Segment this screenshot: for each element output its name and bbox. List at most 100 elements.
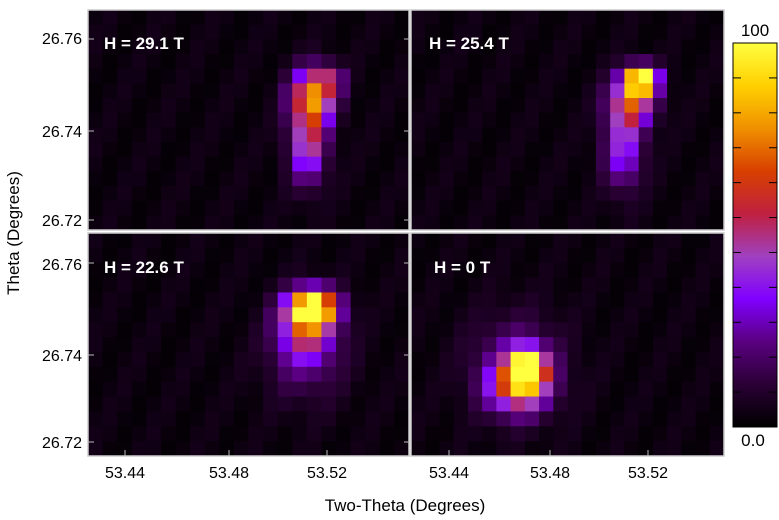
heatmap-cell	[581, 411, 597, 427]
heatmap-cell	[496, 24, 512, 40]
heatmap-cell	[681, 54, 697, 70]
heatmap-cell	[190, 127, 206, 143]
heatmap-cell	[667, 366, 682, 383]
heatmap-cell	[263, 39, 279, 55]
heatmap-cell	[667, 381, 682, 398]
heatmap-cell	[624, 98, 640, 114]
heatmap-cell	[175, 127, 191, 143]
heatmap-cell	[160, 39, 177, 55]
heatmap-cell	[219, 351, 235, 368]
heatmap-cell	[190, 411, 206, 427]
heatmap-cell	[233, 381, 250, 398]
heatmap-cell	[667, 54, 682, 70]
heatmap-cell	[610, 277, 626, 294]
heatmap-cell	[567, 215, 583, 230]
heatmap-cell	[350, 10, 366, 26]
heatmap-cell	[394, 396, 409, 412]
heatmap-cell	[439, 215, 455, 230]
heatmap-cell	[248, 337, 264, 353]
heatmap-cell	[102, 98, 118, 114]
heatmap-cell	[394, 142, 409, 158]
heatmap-cell	[567, 98, 583, 114]
heatmap-cell	[453, 351, 469, 368]
heatmap-cell	[482, 112, 497, 128]
heatmap-cell	[553, 307, 569, 323]
heatmap-cell	[453, 411, 469, 427]
heatmap-cell	[365, 83, 381, 99]
heatmap-cell	[219, 98, 235, 114]
heatmap-cell	[510, 39, 526, 55]
heatmap-cell	[277, 307, 293, 323]
heatmap-cell	[88, 307, 104, 323]
heatmap-cell	[248, 10, 264, 26]
heatmap-cell	[379, 262, 396, 279]
heatmap-cell	[567, 396, 583, 412]
heatmap-cell	[624, 292, 640, 308]
heatmap-cell	[350, 83, 366, 99]
heatmap-cell	[652, 156, 668, 172]
heatmap-cell	[146, 39, 162, 55]
heatmap-cell	[263, 351, 279, 368]
heatmap-cell	[219, 39, 235, 55]
heatmap-cell	[88, 426, 104, 442]
heatmap-cell	[439, 292, 455, 308]
heatmap-cell	[277, 215, 293, 230]
heatmap-cell	[219, 112, 235, 128]
heatmap-cell	[411, 381, 426, 398]
heatmap-cell	[425, 426, 441, 442]
heatmap-cell	[539, 98, 554, 114]
heatmap-cell	[482, 127, 497, 143]
heatmap-cell	[190, 366, 206, 383]
heatmap-cell	[102, 83, 118, 99]
heatmap-cell	[190, 441, 206, 456]
heatmap-cell	[263, 24, 279, 40]
heatmap-cell	[219, 366, 235, 383]
heatmap-cell	[553, 186, 569, 202]
heatmap-cell	[131, 127, 147, 143]
heatmap-cell	[131, 10, 147, 26]
heatmap-cell	[539, 10, 554, 26]
heatmap-cell	[411, 247, 426, 264]
heatmap-cell	[263, 156, 279, 172]
heatmap-cell	[567, 277, 583, 294]
heatmap-cell	[365, 68, 381, 84]
heatmap-cell	[524, 381, 540, 398]
heatmap-cell	[88, 10, 104, 26]
heatmap-cell	[131, 142, 147, 158]
heatmap-cell	[510, 186, 526, 202]
heatmap-cell	[292, 411, 308, 427]
heatmap-cell	[709, 186, 724, 202]
heatmap-cell	[204, 337, 220, 353]
heatmap-cell	[652, 200, 668, 216]
heatmap-cell	[482, 142, 497, 158]
heatmap-cell	[160, 396, 177, 412]
heatmap-cell	[306, 233, 323, 249]
heatmap-cell	[567, 351, 583, 368]
heatmap-cell	[131, 426, 147, 442]
heatmap-cell	[350, 292, 366, 308]
heatmap-cell	[379, 337, 396, 353]
heatmap-cell	[709, 292, 724, 308]
heatmap-cell	[709, 54, 724, 70]
heatmap-cell	[306, 112, 323, 128]
heatmap-cell	[510, 396, 526, 412]
heatmap-cell	[553, 277, 569, 294]
heatmap-cell	[467, 411, 483, 427]
heatmap-cell	[695, 10, 711, 26]
heatmap-cell	[350, 186, 366, 202]
heatmap-cell	[292, 83, 308, 99]
heatmap-cell	[190, 112, 206, 128]
heatmap-cell	[624, 396, 640, 412]
heatmap-cell	[102, 233, 118, 249]
heatmap-cell	[425, 10, 441, 26]
heatmap-cell	[365, 24, 381, 40]
heatmap-cell	[146, 112, 162, 128]
heatmap-cell	[204, 156, 220, 172]
heatmap-cell	[453, 247, 469, 264]
heatmap-cell	[539, 366, 554, 383]
heatmap-cell	[667, 233, 682, 249]
heatmap-cell	[350, 215, 366, 230]
heatmap-cell	[146, 10, 162, 26]
heatmap-cell	[539, 441, 554, 456]
heatmap-cell	[263, 215, 279, 230]
